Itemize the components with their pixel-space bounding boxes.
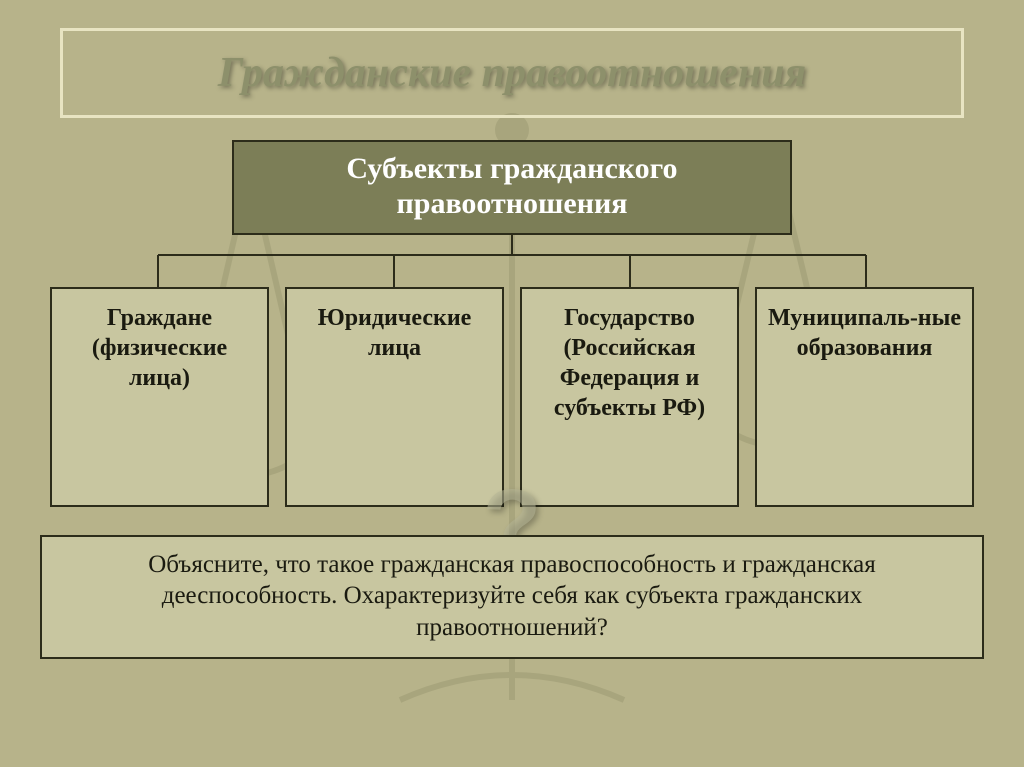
question-wrap: ? Объясните, что такое гражданская право… <box>40 535 984 659</box>
child-node-2: Государство (Российская Федерация и субъ… <box>520 287 739 507</box>
title-box: Гражданские правоотношения <box>60 28 964 118</box>
slide-title: Гражданские правоотношения <box>93 49 931 97</box>
child-node-1: Юридические лица <box>285 287 504 507</box>
root-node: Субъекты гражданского правоотношения <box>232 140 792 235</box>
tree-connectors <box>40 235 984 287</box>
child-node-3: Муниципаль-ные образования <box>755 287 974 507</box>
content: Гражданские правоотношения Субъекты граж… <box>40 28 984 659</box>
slide: Гражданские правоотношения Субъекты граж… <box>0 0 1024 767</box>
question-box: Объясните, что такое гражданская правосп… <box>40 535 984 659</box>
child-node-0: Граждане (физические лица) <box>50 287 269 507</box>
